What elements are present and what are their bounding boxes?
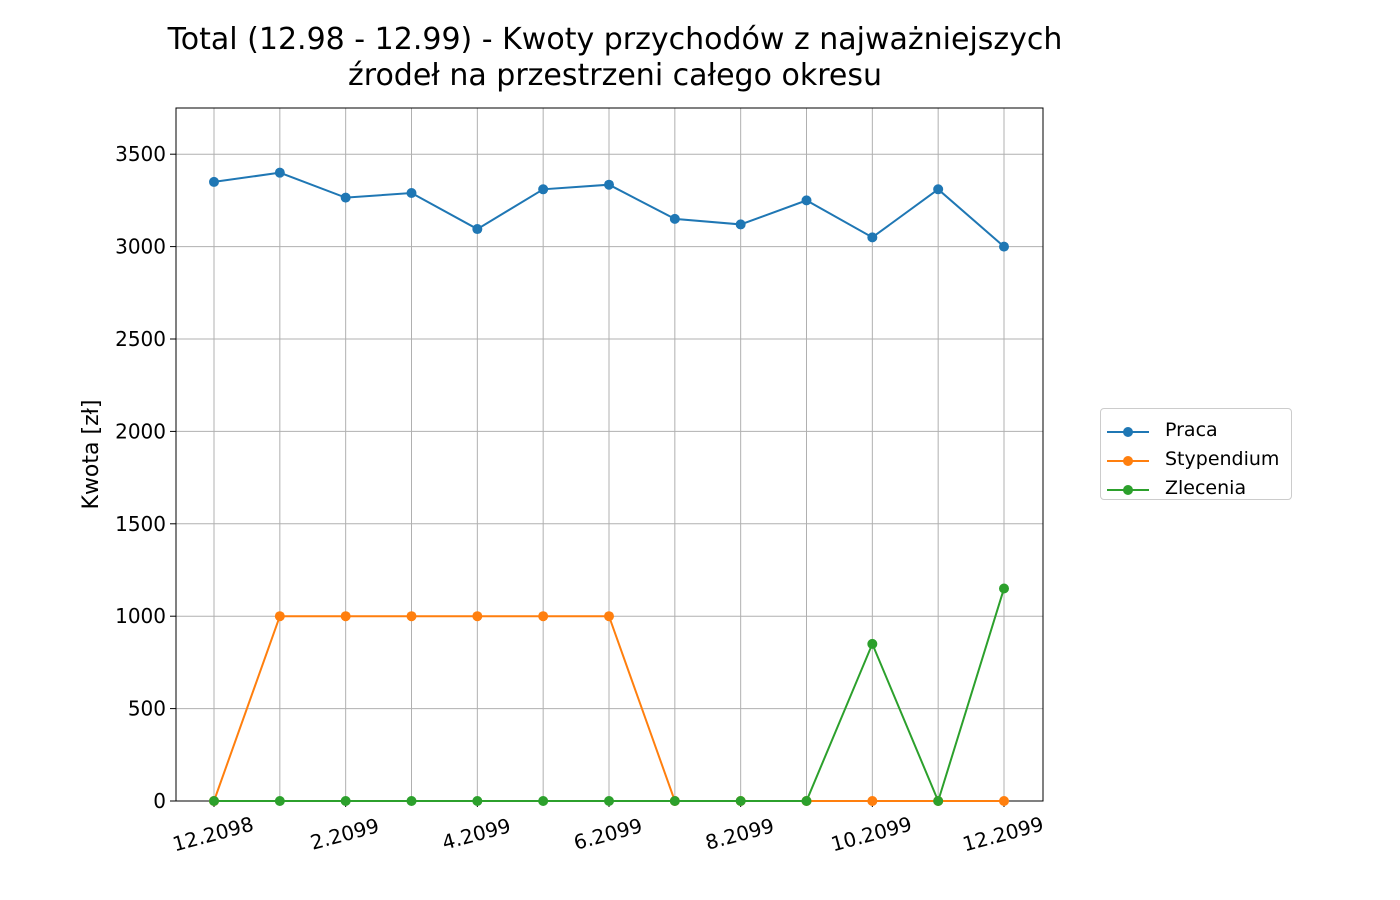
chart-title-line-2: źrodeł na przestrzeni całego okresu: [348, 58, 882, 93]
y-tick-label: 1500: [115, 512, 166, 536]
data-point-zlecenia: [209, 796, 219, 806]
data-point-stypendium: [472, 611, 483, 622]
y-tick-label: 500: [128, 697, 166, 721]
x-tick-label: 6.2099: [571, 813, 645, 854]
y-axis-label: Kwota [zł]: [79, 400, 104, 510]
data-point-praca: [735, 219, 746, 230]
y-tick-label: 3500: [115, 142, 166, 166]
chart-title-line-1: Total (12.98 - 12.99) - Kwoty przychodów…: [167, 22, 1063, 57]
legend-item-praca: Praca: [1107, 416, 1291, 442]
data-point-zlecenia: [669, 796, 680, 806]
data-point-praca: [999, 241, 1009, 252]
data-point-zlecenia: [604, 796, 614, 806]
data-point-zlecenia: [340, 796, 351, 806]
legend: Praca Stypendium Zlecenia: [1100, 408, 1292, 500]
legend-marker-zlecenia: [1123, 485, 1133, 495]
data-point-praca: [274, 167, 285, 178]
legend-marker-praca: [1123, 427, 1133, 437]
data-point-zlecenia: [867, 638, 878, 649]
data-point-praca: [538, 184, 549, 195]
data-point-stypendium: [274, 611, 285, 622]
y-tick-label: 2000: [115, 419, 166, 443]
legend-label-stypendium: Stypendium: [1165, 448, 1280, 470]
legend-marker-stypendium: [1123, 456, 1133, 466]
data-point-stypendium: [538, 611, 549, 622]
y-tick-label: 0: [153, 789, 166, 813]
y-tick-label: 3000: [115, 235, 166, 259]
data-point-zlecenia: [538, 796, 549, 806]
legend-label-praca: Praca: [1165, 419, 1218, 441]
data-point-zlecenia: [406, 796, 417, 806]
x-tick-label: 10.2099: [828, 812, 914, 857]
data-point-praca: [933, 184, 944, 195]
data-point-stypendium: [999, 796, 1009, 806]
data-point-praca: [669, 213, 680, 224]
data-point-praca: [209, 176, 219, 187]
data-point-zlecenia: [933, 796, 944, 806]
legend-item-zlecenia: Zlecenia: [1107, 474, 1291, 500]
data-point-praca: [604, 179, 614, 190]
data-point-zlecenia: [274, 796, 285, 806]
legend-label-zlecenia: Zlecenia: [1165, 477, 1247, 499]
chart-title: Total (12.98 - 12.99) - Kwoty przychodów…: [135, 22, 1095, 94]
data-point-praca: [867, 232, 878, 243]
data-point-stypendium: [867, 796, 878, 806]
y-tick-label: 2500: [115, 327, 166, 351]
x-tick-label: 12.2099: [960, 812, 1046, 857]
data-point-zlecenia: [735, 796, 746, 806]
x-tick-label: 8.2099: [703, 813, 777, 854]
legend-item-stypendium: Stypendium: [1107, 445, 1291, 471]
data-point-praca: [801, 195, 812, 206]
data-point-praca: [406, 188, 417, 199]
data-point-zlecenia: [472, 796, 483, 806]
data-point-stypendium: [406, 611, 417, 622]
x-tick-label: 2.2099: [308, 813, 382, 854]
y-tick-label: 1000: [115, 604, 166, 628]
data-point-stypendium: [604, 611, 614, 622]
data-point-praca: [340, 192, 351, 203]
x-tick-label: 4.2099: [439, 813, 513, 854]
x-tick-label: 12.2098: [170, 812, 256, 857]
data-point-stypendium: [340, 611, 351, 622]
data-point-zlecenia: [999, 583, 1009, 594]
data-point-zlecenia: [801, 796, 812, 806]
data-point-praca: [472, 224, 483, 235]
